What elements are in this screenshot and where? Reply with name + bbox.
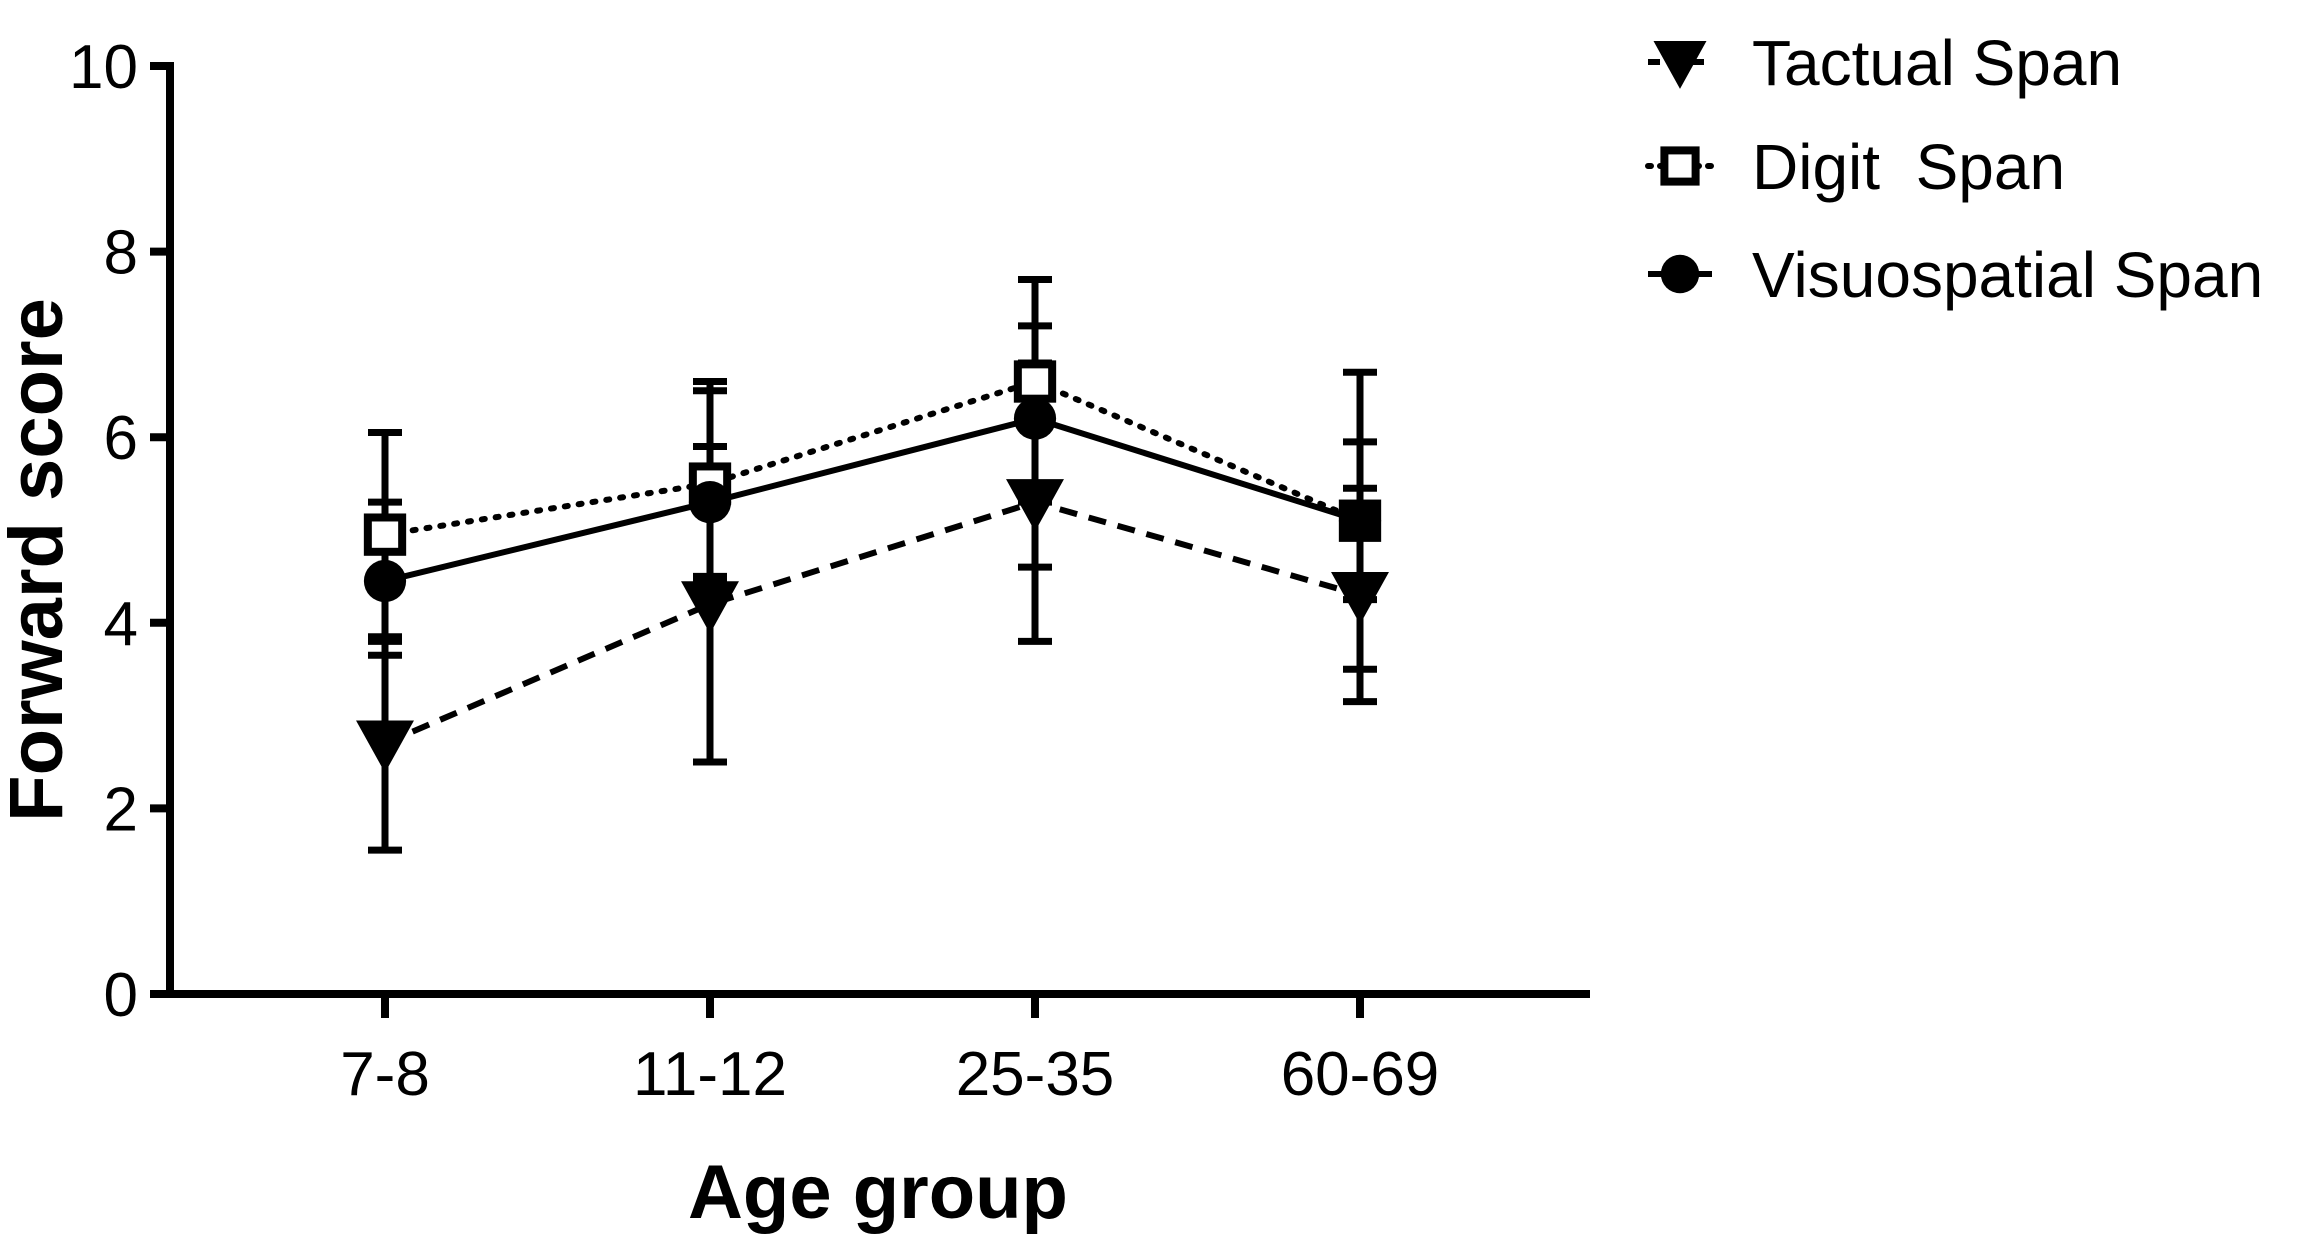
- x-tick-label: 60-69: [1281, 1040, 1440, 1109]
- x-tick-label: 7-8: [340, 1040, 430, 1109]
- markers-visuospatial-span: [363, 397, 1382, 603]
- y-tick-label: 8: [104, 219, 138, 288]
- x-axis-title: Age group: [688, 1150, 1068, 1235]
- data-point: [688, 481, 732, 524]
- error-bars-tactual-span: [368, 359, 1377, 854]
- series-line-tactual-span: [383, 499, 1361, 747]
- legend-marker: [1660, 146, 1700, 186]
- markers-tactual-span: [356, 479, 1389, 773]
- data-point: [1013, 360, 1057, 403]
- data-point: [363, 513, 407, 556]
- legend-marker: [1653, 41, 1707, 89]
- legend: Tactual Span Digit Span Visuospatial Span: [1645, 27, 2263, 311]
- y-ticks: 0 2 4 6 8 10: [69, 33, 170, 1030]
- legend-item-visuospatial-span: Visuospatial Span: [1648, 239, 2263, 311]
- x-tick-label: 25-35: [956, 1040, 1115, 1109]
- y-tick-label: 4: [104, 590, 138, 659]
- series-line-visuospatial-span: [384, 415, 1361, 584]
- y-tick-label: 10: [69, 33, 138, 102]
- data-point: [1006, 479, 1064, 532]
- x-ticks: 7-8 11-12 25-35 60-69: [340, 994, 1439, 1109]
- legend-item-tactual-span: Tactual Span: [1648, 27, 2122, 99]
- legend-item-digit-span: Digit Span: [1645, 131, 2065, 203]
- plot-area: [356, 275, 1389, 854]
- axes: [166, 62, 1590, 998]
- data-point: [1338, 499, 1382, 542]
- data-point: [681, 581, 739, 634]
- data-point: [356, 720, 414, 773]
- error-bars-digit-span: [368, 322, 1377, 659]
- x-tick-label: 11-12: [633, 1040, 787, 1109]
- legend-label: Tactual Span: [1752, 27, 2122, 99]
- legend-label: Digit Span: [1752, 131, 2065, 203]
- y-tick-label: 6: [104, 404, 138, 473]
- data-point: [363, 559, 407, 603]
- y-tick-label: 2: [104, 775, 138, 844]
- data-point: [1013, 397, 1057, 440]
- error-bars-visuospatial-span: [368, 275, 1377, 673]
- y-axis-title: Forward score: [0, 298, 79, 822]
- data-point: [1331, 571, 1389, 625]
- legend-marker: [1660, 254, 1700, 294]
- y-tick-label: 0: [104, 961, 138, 1030]
- legend-label: Visuospatial Span: [1752, 239, 2263, 311]
